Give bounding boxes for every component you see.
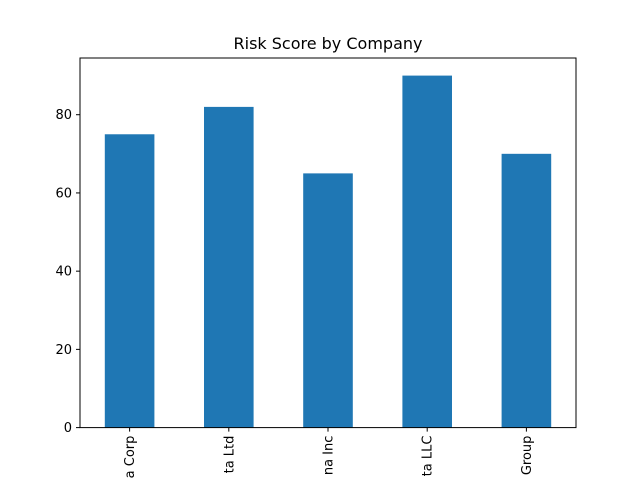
- bar-2: [303, 173, 353, 428]
- x-tick-label-1: ta Ltd: [222, 436, 237, 474]
- y-tick-label-0: 0: [64, 421, 72, 436]
- x-tick-label-3: ta LLC: [421, 436, 436, 477]
- chart-title: Risk Score by Company: [234, 34, 423, 53]
- x-tick-label-0: a Corp: [123, 436, 138, 479]
- y-tick-label-4: 80: [55, 108, 72, 123]
- y-axis: 0 20 40 60 80: [55, 108, 80, 436]
- x-axis: a Corp ta Ltd na Inc ta LLC Group: [123, 427, 535, 479]
- bar-3: [402, 75, 452, 428]
- x-tick-label-4: Group: [520, 436, 535, 476]
- y-tick-label-3: 60: [55, 186, 72, 201]
- y-tick-label-1: 20: [55, 343, 72, 358]
- bar-0: [104, 134, 155, 428]
- x-tick-label-2: na Inc: [322, 436, 337, 476]
- bar-4: [501, 153, 552, 428]
- bar-1: [204, 106, 254, 428]
- y-tick-label-2: 40: [55, 265, 72, 280]
- bars-layer: [104, 75, 552, 428]
